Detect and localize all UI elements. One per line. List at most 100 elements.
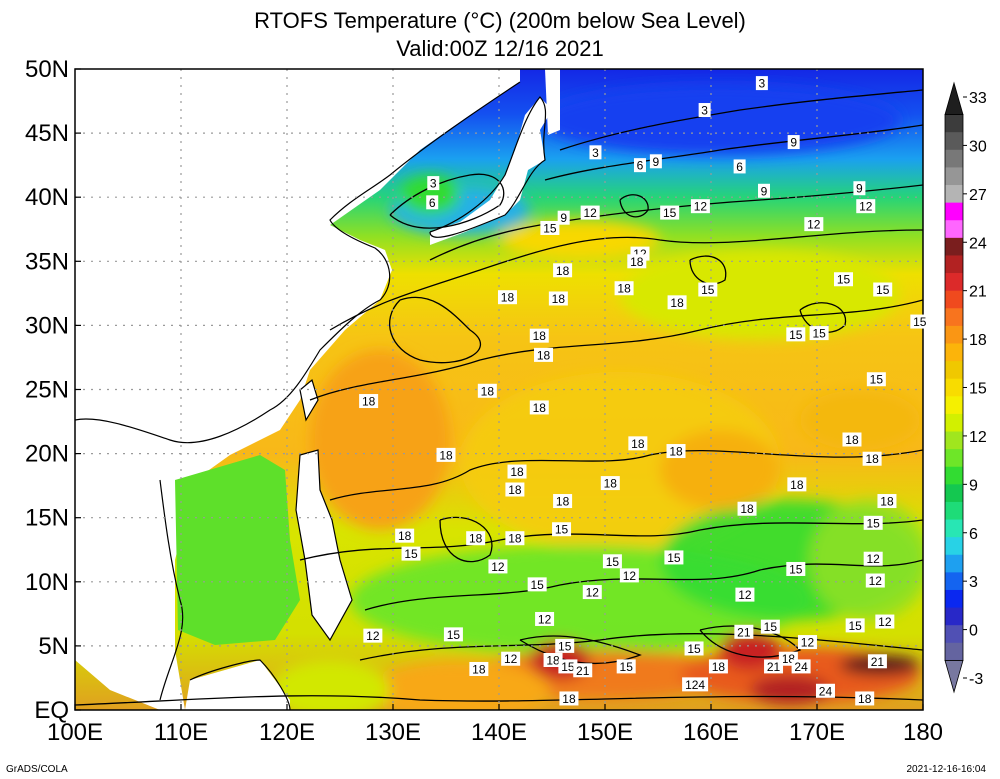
land-masks (75, 69, 560, 710)
contour-label: 18 (472, 662, 486, 676)
contour-label-bg (553, 263, 573, 278)
contour-label-bg (436, 447, 456, 462)
lat-tick-label: 45N (25, 120, 69, 147)
lon-tick-label: 110E (154, 719, 208, 746)
contour-label-bg (589, 145, 602, 160)
contour-label: 18 (469, 532, 483, 546)
contour-label-bg (735, 587, 755, 602)
contour-label: 18 (508, 483, 522, 497)
contour-label: 21 (767, 660, 781, 674)
colorbar-swatch (945, 167, 963, 186)
contour-label: 18 (533, 329, 547, 343)
philippines (296, 450, 352, 640)
contour-label-bg (862, 451, 882, 466)
map-title: RTOFS Temperature (°C) (200m below Sea L… (254, 8, 746, 33)
contour-label: 3 (592, 146, 599, 160)
colorbar-swatch (945, 431, 963, 450)
contour-label: 18 (501, 291, 515, 305)
colorbar-swatch (945, 361, 963, 380)
contour-label-bg (666, 444, 686, 459)
contour-label-bg (633, 158, 646, 173)
colorbar-swatch (945, 572, 963, 591)
contour-label: 6 (736, 160, 743, 174)
contour-label: 21 (737, 625, 751, 639)
contour-label-bg (543, 653, 563, 668)
contour-label-bg (555, 638, 575, 653)
contour-label-bg (875, 614, 895, 629)
contour-label-bg (426, 195, 439, 210)
lat-tick-label: 5N (38, 633, 69, 660)
contour-label-bg (580, 205, 600, 220)
contour-label: 15 (876, 283, 890, 297)
lat-tick-label: 40N (25, 184, 69, 211)
contour-label: 18 (670, 296, 684, 310)
contour-label-bg (529, 328, 549, 343)
contour-label: 15 (789, 562, 803, 576)
contour-label: 15 (555, 523, 569, 537)
contour-label-bg (466, 531, 486, 546)
contour-label-bg (809, 326, 829, 341)
colorbar-swatch (945, 501, 963, 521)
plot-frame (74, 68, 924, 711)
contour-label: 15 (687, 642, 701, 656)
contour-label: 3 (759, 77, 766, 91)
contour-label: 12 (867, 552, 881, 566)
colorbar-swatch (945, 114, 963, 133)
contour-label-bg (619, 568, 639, 583)
colorbar-swatch (945, 625, 963, 644)
contour-label: 12 (586, 586, 600, 600)
colorbar-swatch (945, 202, 963, 221)
lat-tick-label: 25N (25, 377, 69, 404)
contour-label: 15 (561, 660, 575, 674)
colorbar-swatch (945, 255, 963, 274)
contour-label: 12 (878, 615, 892, 629)
contour-label-bg (856, 199, 876, 214)
contour-label-bg (552, 522, 572, 537)
colorbar-label: 18 (969, 332, 987, 349)
contour-label: 18 (630, 255, 644, 269)
colorbar-swatch (945, 185, 963, 204)
contour-label-bg (488, 559, 508, 574)
contour-label-bg (682, 677, 709, 692)
contour-label: 18 (712, 660, 726, 674)
contour-label: 18 (858, 692, 872, 706)
contour-label-bg (698, 103, 711, 118)
colorbar-swatch (945, 519, 963, 538)
colorbar-label: 30 (969, 138, 987, 155)
lon-tick-label: 150E (577, 719, 633, 746)
contour-label: 18 (439, 448, 453, 462)
contour-label: 12 (801, 636, 815, 650)
contour-label: 18 (398, 529, 412, 543)
borneo-sulawesi (185, 660, 290, 710)
colorbar-label: 24 (969, 235, 987, 252)
colorbar-swatch (945, 308, 963, 327)
contour-label: 18 (552, 292, 566, 306)
colorbar-top-triangle (944, 81, 964, 116)
mainland-asia (75, 69, 520, 710)
contour-label-bg (553, 494, 573, 509)
colorbar-swatch (945, 449, 963, 468)
colorbar-swatch (945, 484, 963, 503)
contour-label: 15 (530, 578, 544, 592)
contour-label-bg (863, 515, 883, 530)
lat-tick-label: 50N (25, 56, 69, 83)
lon-tick-label: 100E (47, 719, 103, 746)
contour-label: 15 (764, 620, 778, 634)
contour-label-bg (443, 627, 463, 642)
contour-label-bg (469, 661, 489, 676)
contour-label: 24 (819, 684, 833, 698)
contour-label: 18 (481, 384, 495, 398)
colorbar-swatch (945, 149, 963, 169)
colorbar-label: -3 (969, 671, 983, 688)
colorbar-swatch (945, 220, 963, 239)
contour-label-bg (758, 183, 770, 198)
contour-label: 9 (560, 211, 567, 225)
contour-label: 15 (543, 221, 557, 235)
contour-label: 18 (556, 495, 570, 509)
contour-label-bg (866, 372, 886, 387)
contour-label-bg (573, 663, 593, 678)
contour-label-bg (737, 501, 757, 516)
contour-label: 15 (867, 516, 881, 530)
